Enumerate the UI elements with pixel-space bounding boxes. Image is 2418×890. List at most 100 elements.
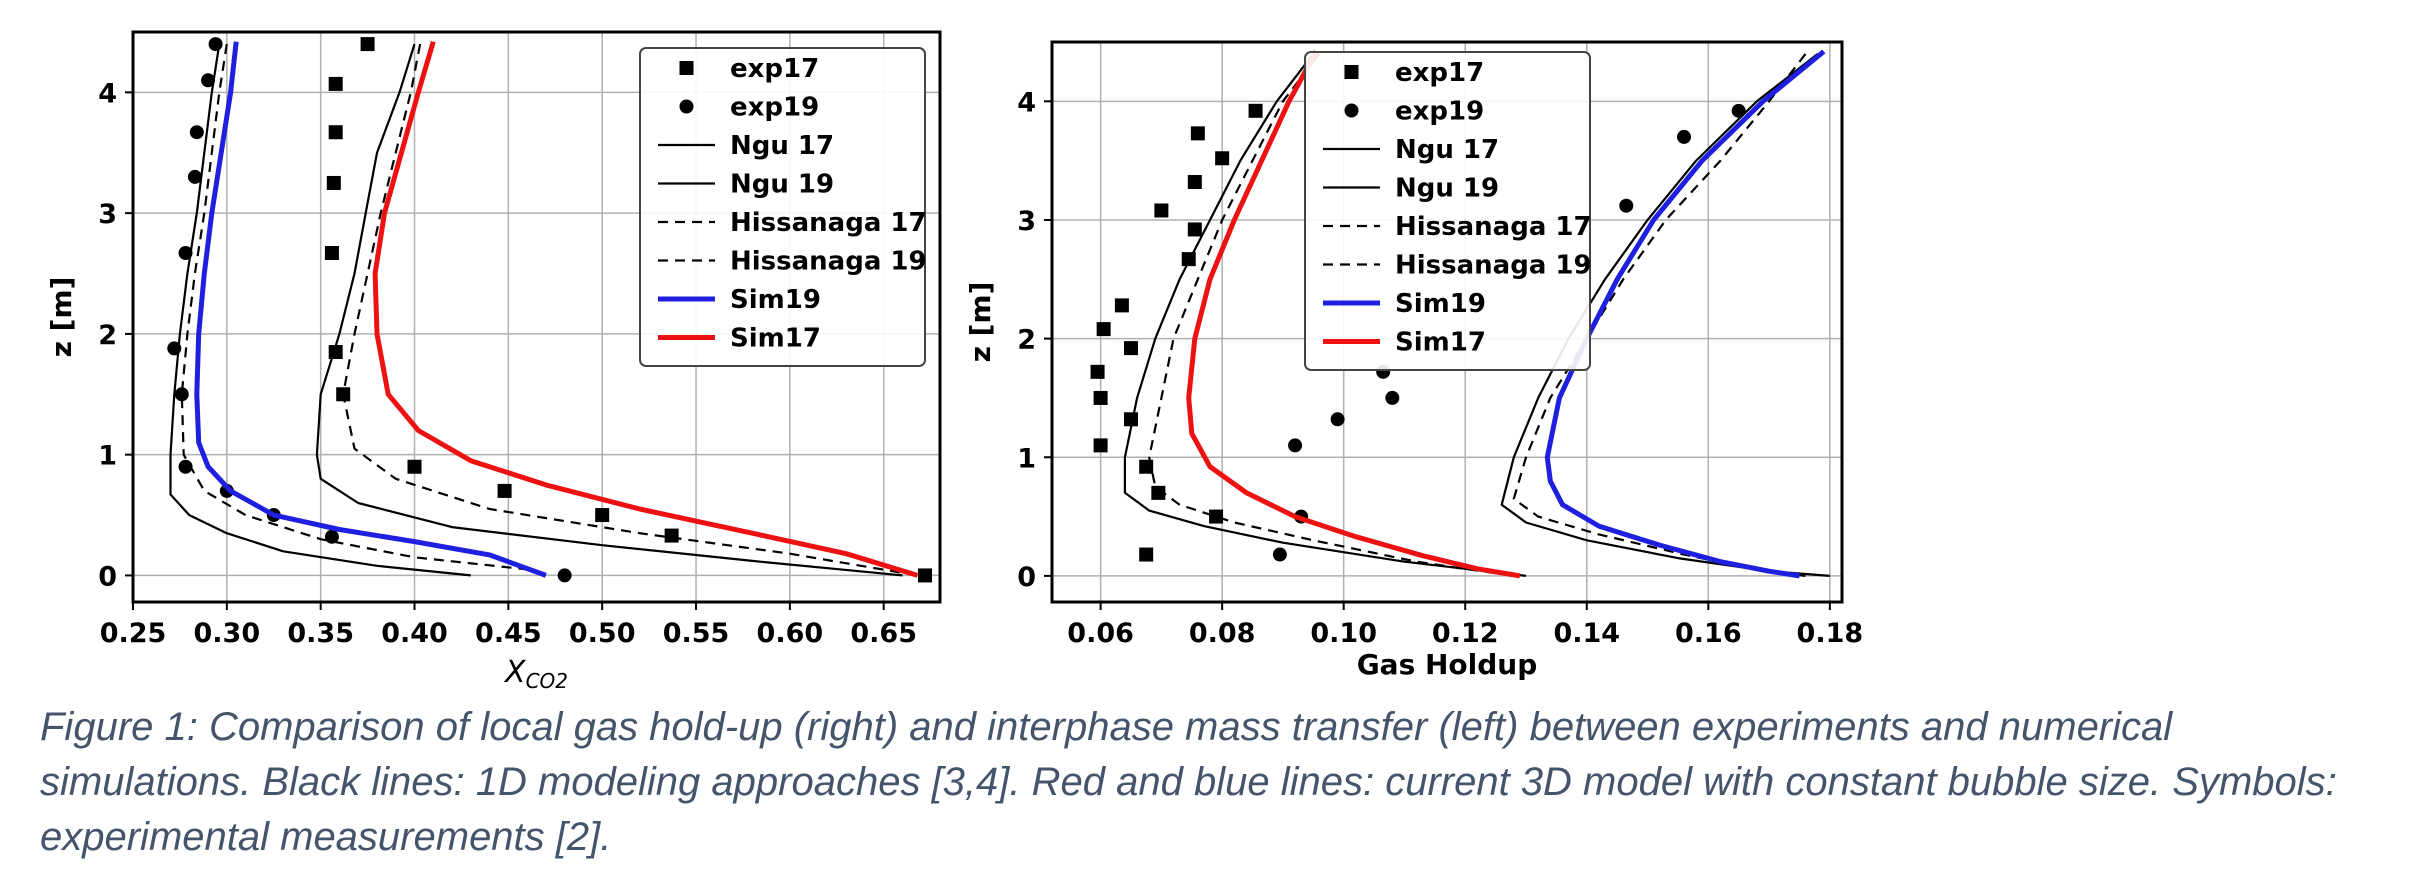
figure-caption: Figure 1: Comparison of local gas hold-u…: [40, 705, 2337, 859]
exp17-marker-11: [917, 568, 932, 583]
hissanaga-19-line: [180, 43, 547, 577]
exp19-marker-8: [1272, 547, 1287, 562]
sim19-line: [1544, 49, 1826, 579]
exp17-marker-0: [360, 37, 375, 52]
legend-label-hissanaga-19: Hissanaga 19: [730, 247, 927, 277]
ngu-17-line: [315, 43, 903, 577]
x-axis-label: Gas Holdup: [1357, 648, 1538, 681]
exp17-marker-2: [1215, 151, 1230, 166]
legend-label-sim17: Sim17: [1395, 328, 1486, 358]
exp17-marker-10: [1090, 364, 1105, 379]
exp17-marker-1: [328, 76, 343, 91]
legend-label-hissanaga-17: Hissanaga 17: [730, 208, 927, 238]
legend-label-sim19: Sim19: [1395, 289, 1486, 319]
sim17-line: [1186, 50, 1521, 579]
exp19-marker-1: [1677, 129, 1691, 144]
x-tick-label-4: 0.45: [475, 618, 542, 649]
exp19-marker-5: [1330, 412, 1345, 427]
legend-label-hissanaga-19: Hissanaga 19: [1395, 251, 1592, 281]
exp19-marker-3: [187, 169, 202, 184]
ngu-19-line: [169, 43, 471, 577]
exp19-marker-11: [557, 568, 572, 583]
exp17-marker-13: [1093, 438, 1108, 453]
legend-label-exp19: exp19: [730, 93, 819, 123]
x-tick-label-5: 0.16: [1675, 618, 1742, 649]
legend-label-exp17: exp17: [730, 54, 819, 84]
y-tick-label-3: 3: [1017, 206, 1036, 237]
y-axis-label: z [m]: [964, 282, 997, 363]
x-tick-label-8: 0.65: [850, 618, 917, 649]
exp19-marker-6: [1288, 438, 1303, 453]
legend-label-sim19: Sim19: [730, 285, 821, 315]
hissanaga-19-line: [1512, 53, 1807, 577]
exp19-marker-6: [174, 387, 189, 402]
chart-left-xco2: 0.25 0.30 0.35 0.40 0.45 0.50 0.55 0.60 0.65 0 1 2 3…: [45, 30, 942, 693]
x-tick-label-5: 0.50: [569, 618, 636, 649]
x-tick-label-3: 0.12: [1432, 618, 1499, 649]
exp19-marker-7: [178, 459, 193, 474]
x-tick-label-7: 0.60: [757, 618, 824, 649]
legend-label-sim17: Sim17: [730, 324, 821, 354]
legend-box: [639, 47, 926, 367]
exp17-marker-1: [1190, 126, 1205, 141]
exp17-marker-5: [1187, 222, 1202, 237]
exp17-marker-9: [595, 508, 610, 523]
x-tick-label-6: 0.55: [663, 618, 730, 649]
figure-svg: 0.25 0.30 0.35 0.40 0.45 0.50 0.55 0.60 0.65 0 1 2 3…: [45, 30, 1863, 693]
plot-frame: [131, 30, 942, 604]
legend-label-ngu-19: Ngu 19: [730, 170, 834, 200]
tick-labels: 0.06 0.08 0.10 0.12 0.14 0.16 0.18 0 1 2 3 4: [1017, 87, 1863, 649]
hissanaga-17-line: [1148, 53, 1514, 577]
exp17-marker-8: [1096, 322, 1111, 337]
exp17-marker-7: [1114, 298, 1129, 313]
legend-label-hissanaga-17: Hissanaga 17: [1395, 212, 1592, 242]
exp17-marker-4: [1154, 203, 1169, 218]
exp17-marker-8: [497, 483, 512, 498]
x-tick-label-2: 0.10: [1310, 618, 1377, 649]
y-tick-label-1: 1: [98, 441, 117, 472]
x-tick-label-0: 0.25: [100, 618, 167, 649]
exp17-marker-2: [328, 125, 343, 140]
exp17-marker-17: [1139, 547, 1154, 562]
legend-label-ngu-17: Ngu 17: [1395, 135, 1499, 165]
x-tick-label-2: 0.35: [287, 618, 354, 649]
tick-labels: 0.25 0.30 0.35 0.40 0.45 0.50 0.55 0.60 0.65 0 1 2 3…: [98, 78, 917, 649]
y-axis-label: z [m]: [45, 277, 78, 358]
y-tick-label-4: 4: [98, 78, 117, 109]
y-tick-label-4: 4: [1017, 87, 1036, 118]
exp19-marker-2: [189, 125, 204, 140]
y-tick-label-1: 1: [1017, 443, 1036, 474]
legend-marker-exp19: [679, 99, 694, 114]
exp17-marker-7: [407, 459, 422, 474]
legend: exp17 exp19 Ngu 17 Ngu 19 Hissanaga 17 Hissan…: [639, 47, 927, 367]
exp17-marker-10: [664, 528, 679, 543]
exp17-marker-3: [1187, 175, 1202, 189]
legend-label-exp19: exp19: [1395, 97, 1484, 127]
exp17-marker-9: [1124, 341, 1138, 356]
exp17-marker-0: [1248, 103, 1263, 118]
exp19-marker-4: [1385, 390, 1400, 405]
x-tick-label-0: 0.06: [1067, 618, 1134, 649]
exp17-marker-16: [1209, 509, 1224, 524]
ngu-19-line: [1500, 53, 1830, 577]
exp19-marker-2: [1619, 198, 1634, 213]
plot-frame: [1050, 40, 1844, 604]
y-tick-label-0: 0: [98, 561, 117, 592]
series-group: [167, 37, 932, 583]
ngu-17-line: [1123, 53, 1527, 577]
sim19-line: [194, 41, 547, 578]
chart-right-gas-holdup: 0.06 0.08 0.10 0.12 0.14 0.16 0.18 0 1 2 3 4 Gas Hol…: [964, 40, 1863, 681]
legend-label-ngu-19: Ngu 19: [1395, 174, 1499, 204]
hissanaga-17-line: [342, 43, 918, 577]
x-axis-label: XCO2: [503, 655, 568, 693]
legend-marker-exp19: [1344, 103, 1359, 118]
legend-label-ngu-17: Ngu 17: [730, 131, 834, 161]
x-tick-label-1: 0.08: [1189, 618, 1256, 649]
legend-marker-exp17: [679, 61, 694, 75]
y-tick-label-3: 3: [98, 199, 117, 230]
y-tick-label-2: 2: [98, 320, 117, 351]
exp17-marker-4: [324, 245, 339, 260]
sim17-line: [372, 40, 919, 578]
exp19-marker-10: [324, 529, 339, 544]
exp17-marker-15: [1151, 485, 1166, 500]
